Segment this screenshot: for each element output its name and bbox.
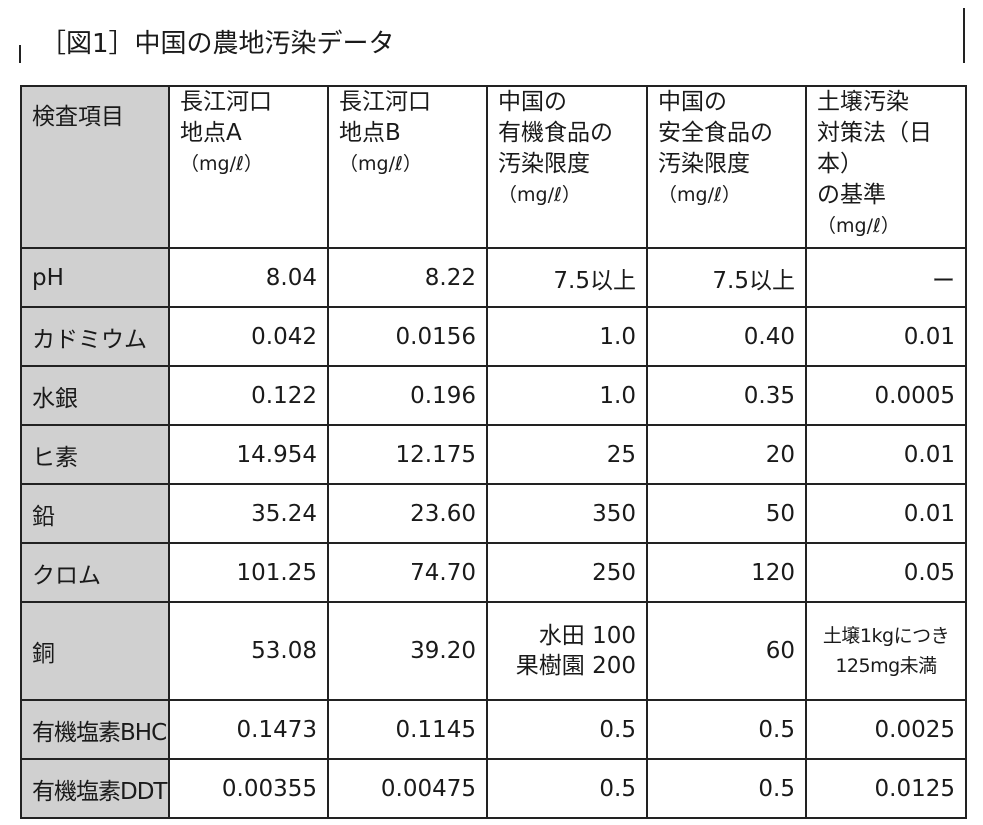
header-unit: （mg/ℓ） <box>498 184 581 206</box>
cell-japan-standard: 0.05 <box>805 542 967 603</box>
row-item: 鉛 <box>20 483 170 544</box>
header-line: 地点B <box>339 120 401 146</box>
table-row: ヒ素 14.954 12.175 25 20 0.01 <box>20 424 967 485</box>
header-line: 長江河口 <box>180 89 272 115</box>
cell-japan-standard: 0.01 <box>805 424 967 485</box>
cell-point-b: 0.00475 <box>327 758 488 819</box>
header-line: の基準 <box>817 182 886 208</box>
row-item: カドミウム <box>20 306 170 367</box>
cell-organic-limit: 水田 100 果樹園 200 <box>486 601 648 701</box>
frame-left-edge <box>19 45 21 63</box>
row-item: クロム <box>20 542 170 603</box>
cell-point-a: 14.954 <box>168 424 329 485</box>
cell-organic-limit: 7.5以上 <box>486 247 648 308</box>
header-line: 土壌汚染 <box>817 89 909 115</box>
cell-safe-limit: 0.5 <box>646 758 807 819</box>
cell-japan-standard: 0.0025 <box>805 699 967 760</box>
cell-organic-limit: 250 <box>486 542 648 603</box>
cell-point-b: 0.196 <box>327 365 488 426</box>
cell-safe-limit: 50 <box>646 483 807 544</box>
header-line: 汚染限度 <box>658 151 750 177</box>
table-row: 水銀 0.122 0.196 1.0 0.35 0.0005 <box>20 365 967 426</box>
header-line: 対策法（日本） <box>817 120 932 177</box>
cell-safe-limit: 60 <box>646 601 807 701</box>
frame-right-edge <box>963 8 965 63</box>
cell-point-a: 101.25 <box>168 542 329 603</box>
cell-safe-limit: 0.35 <box>646 365 807 426</box>
header-line: 検査項目 <box>32 104 124 130</box>
cell-point-b: 23.60 <box>327 483 488 544</box>
cell-line: 果樹園 200 <box>515 653 636 679</box>
cell-safe-limit: 120 <box>646 542 807 603</box>
table-row: 鉛 35.24 23.60 350 50 0.01 <box>20 483 967 544</box>
cell-organic-limit: 1.0 <box>486 365 648 426</box>
cell-point-a: 35.24 <box>168 483 329 544</box>
cell-line: 水田 100 <box>538 623 636 649</box>
cell-point-b: 0.0156 <box>327 306 488 367</box>
cell-organic-limit: 25 <box>486 424 648 485</box>
cell-safe-limit: 0.40 <box>646 306 807 367</box>
cell-japan-standard: 0.01 <box>805 306 967 367</box>
header-cell-organic-limit: 中国の 有機食品の 汚染限度 （mg/ℓ） <box>486 85 648 249</box>
row-item: pH <box>20 247 170 308</box>
cell-point-b: 74.70 <box>327 542 488 603</box>
table-row: クロム 101.25 74.70 250 120 0.05 <box>20 542 967 603</box>
header-cell-safe-limit: 中国の 安全食品の 汚染限度 （mg/ℓ） <box>646 85 807 249</box>
cell-point-a: 0.00355 <box>168 758 329 819</box>
table-row: 有機塩素DDT 0.00355 0.00475 0.5 0.5 0.0125 <box>20 758 967 819</box>
figure-title: ［図1］中国の農地汚染データ <box>40 29 395 59</box>
header-line: 中国の <box>658 89 727 115</box>
cell-point-a: 53.08 <box>168 601 329 701</box>
cell-point-a: 0.1473 <box>168 699 329 760</box>
cell-safe-limit: 0.5 <box>646 699 807 760</box>
cell-japan-standard: 0.0125 <box>805 758 967 819</box>
cell-point-b: 39.20 <box>327 601 488 701</box>
cell-organic-limit: 0.5 <box>486 699 648 760</box>
row-item: 銅 <box>20 601 170 701</box>
row-item: 水銀 <box>20 365 170 426</box>
table-row: カドミウム 0.042 0.0156 1.0 0.40 0.01 <box>20 306 967 367</box>
cell-japan-standard: ー <box>805 247 967 308</box>
cell-point-b: 0.1145 <box>327 699 488 760</box>
cell-line: 125mg未満 <box>835 655 937 677</box>
cell-point-a: 0.122 <box>168 365 329 426</box>
header-line: 有機食品の <box>498 120 613 146</box>
header-line: 地点A <box>180 120 242 146</box>
table-row: pH 8.04 8.22 7.5以上 7.5以上 ー <box>20 247 967 308</box>
header-cell-point-a: 長江河口 地点A （mg/ℓ） <box>168 85 329 249</box>
cell-japan-standard: 0.01 <box>805 483 967 544</box>
header-line: 汚染限度 <box>498 151 590 177</box>
table-row: 銅 53.08 39.20 水田 100 果樹園 200 60 土壌1kgにつき… <box>20 601 967 701</box>
pollution-data-table: 検査項目 長江河口 地点A （mg/ℓ） 長江河口 地点B （mg/ℓ） 中国の… <box>20 85 967 819</box>
cell-japan-standard: 0.0005 <box>805 365 967 426</box>
cell-organic-limit: 350 <box>486 483 648 544</box>
row-item: ヒ素 <box>20 424 170 485</box>
header-unit: （mg/ℓ） <box>658 184 741 206</box>
cell-safe-limit: 7.5以上 <box>646 247 807 308</box>
header-unit: （mg/ℓ） <box>180 153 263 175</box>
row-item: 有機塩素DDT <box>20 758 170 819</box>
row-item: 有機塩素BHC <box>20 699 170 760</box>
cell-point-a: 8.04 <box>168 247 329 308</box>
header-line: 長江河口 <box>339 89 431 115</box>
table-row: 有機塩素BHC 0.1473 0.1145 0.5 0.5 0.0025 <box>20 699 967 760</box>
cell-point-b: 12.175 <box>327 424 488 485</box>
header-cell-point-b: 長江河口 地点B （mg/ℓ） <box>327 85 488 249</box>
cell-organic-limit: 0.5 <box>486 758 648 819</box>
table-header-row: 検査項目 長江河口 地点A （mg/ℓ） 長江河口 地点B （mg/ℓ） 中国の… <box>20 85 967 249</box>
cell-safe-limit: 20 <box>646 424 807 485</box>
cell-organic-limit: 1.0 <box>486 306 648 367</box>
cell-point-b: 8.22 <box>327 247 488 308</box>
header-unit: （mg/ℓ） <box>817 215 900 237</box>
cell-point-a: 0.042 <box>168 306 329 367</box>
header-line: 安全食品の <box>658 120 773 146</box>
header-unit: （mg/ℓ） <box>339 153 422 175</box>
header-line: 中国の <box>498 89 567 115</box>
cell-line: 土壌1kgにつき <box>822 625 950 647</box>
cell-japan-standard: 土壌1kgにつき 125mg未満 <box>805 601 967 701</box>
header-cell-japan-standard: 土壌汚染 対策法（日本） の基準 （mg/ℓ） <box>805 85 967 249</box>
header-cell-item: 検査項目 <box>20 85 170 249</box>
